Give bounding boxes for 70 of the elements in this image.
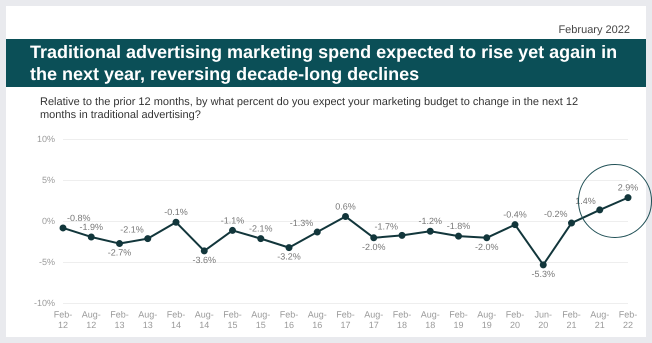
point <box>286 244 293 252</box>
point <box>540 261 547 268</box>
x-tick-label: Feb-12 <box>54 309 72 330</box>
point <box>596 206 604 214</box>
point <box>144 235 152 242</box>
x-tick-label: Feb-14 <box>166 309 186 330</box>
data-label: -5.3% <box>531 268 556 279</box>
x-tick-label: Jun-20 <box>534 309 552 330</box>
x-tick-label: Aug-19 <box>477 309 496 330</box>
x-tick-label: Feb-21 <box>562 309 581 330</box>
point <box>568 220 575 227</box>
point <box>342 212 350 220</box>
point <box>370 234 378 242</box>
x-tick-label: Feb-17 <box>336 309 355 330</box>
data-label: -2.1% <box>249 224 273 234</box>
x-tick-label: Aug-18 <box>420 309 440 330</box>
point <box>398 232 406 239</box>
point <box>60 224 67 232</box>
point <box>483 234 490 242</box>
x-tick-label: Feb-22 <box>618 309 638 330</box>
data-label: -1.1% <box>220 215 244 226</box>
text: February 2022 <box>558 24 630 36</box>
x-tick-label: Aug-12 <box>82 309 101 330</box>
data-label: -0.2% <box>544 209 568 220</box>
x-tick-label: Aug-15 <box>251 309 270 330</box>
point <box>512 221 518 228</box>
point <box>624 194 632 202</box>
point <box>200 247 208 254</box>
y-tick-label: 5% <box>42 174 56 185</box>
data-label: -2.1% <box>120 224 144 235</box>
y-tick-label: 0% <box>42 216 56 226</box>
x-tick-label: Aug-21 <box>590 309 610 330</box>
data-label: -1.3% <box>290 218 314 228</box>
x-tick-label: Feb-13 <box>110 309 129 330</box>
x-tick-label: Aug-13 <box>138 309 158 330</box>
x-tick-label: Aug-17 <box>364 309 384 330</box>
x-tick-label: Feb-18 <box>392 309 412 330</box>
data-label: -1.2% <box>418 216 442 226</box>
point <box>88 233 95 240</box>
point <box>426 228 434 235</box>
point <box>455 232 462 240</box>
data-label: -0.4% <box>503 210 527 220</box>
data-label: 0.6% <box>335 201 356 212</box>
point <box>116 240 124 248</box>
data-label: -1.8% <box>446 221 470 232</box>
x-tick-label: Feb-16 <box>280 309 298 330</box>
point <box>257 235 264 242</box>
y-tick-label: -10% <box>34 298 56 308</box>
data-label: 2.9% <box>618 182 638 193</box>
y-tick-label: -5% <box>38 256 56 267</box>
chart-subtitle: Relative to the prior 12 months, by what percent do you expect your marketing budget to change in the next 12 months in traditional advertising? <box>40 96 580 122</box>
data-label: -0.1% <box>164 207 188 218</box>
data-label: -1.9% <box>80 222 104 232</box>
point <box>314 228 321 236</box>
point <box>172 218 180 226</box>
data-label: -1.7% <box>374 221 398 232</box>
data-label: -2.0% <box>474 242 499 252</box>
data-label: -2.0% <box>362 242 386 252</box>
data-label: -0.8% <box>67 212 91 223</box>
x-tick-label: Feb-15 <box>223 309 242 330</box>
x-tick-label: Feb-19 <box>449 309 468 330</box>
x-tick-label: Aug-16 <box>308 309 327 330</box>
x-tick-label: Aug-14 <box>194 309 214 330</box>
x-tick-label: Feb-20 <box>506 309 524 330</box>
data-label: -3.6% <box>192 254 216 265</box>
chart-title: Traditional advertising marketing spend expected to rise yet again in the next year, reversing decade-long declines <box>6 39 646 87</box>
data-label: -3.2% <box>277 252 301 262</box>
y-tick-label: 10% <box>36 134 56 144</box>
point <box>229 226 236 234</box>
data-label: -2.7% <box>108 248 132 258</box>
